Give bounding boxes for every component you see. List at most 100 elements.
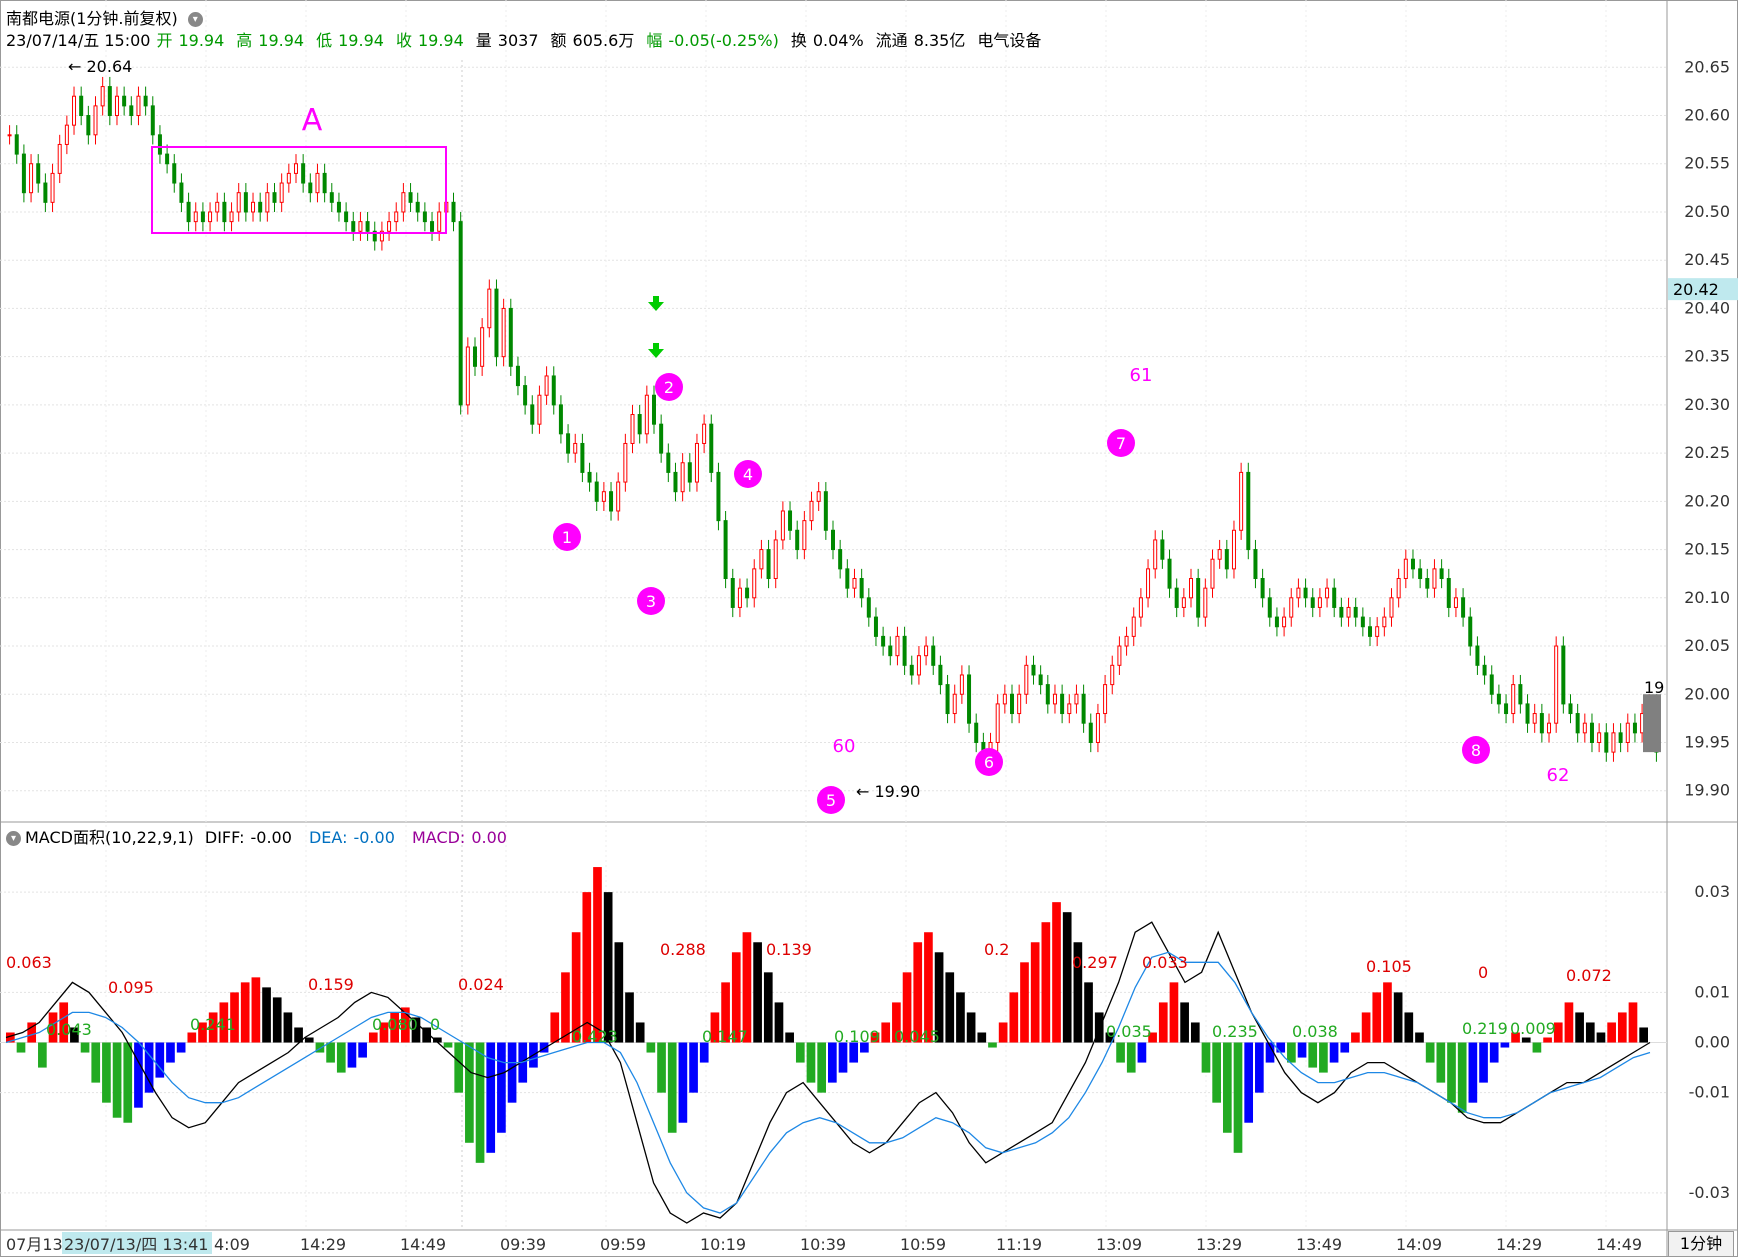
candle-body [1253, 549, 1258, 580]
candle-body [623, 442, 628, 483]
candle-body [537, 394, 542, 425]
candle-body [967, 674, 972, 724]
period-button[interactable]: 1分钟 [1668, 1231, 1734, 1257]
candle-body [186, 201, 191, 223]
candle-body [573, 442, 578, 454]
macd-histogram-bar [956, 992, 965, 1043]
candle-body [916, 655, 921, 676]
marker-circle-4 [734, 460, 762, 488]
candle-body [1052, 693, 1057, 705]
candle-body [666, 452, 671, 473]
macd-histogram-bar [1415, 1032, 1424, 1043]
candle-body [888, 645, 893, 657]
candle-body [1604, 732, 1609, 753]
candle-body [72, 95, 77, 126]
macd-histogram-bar [635, 1022, 645, 1043]
candle-body [1482, 664, 1487, 676]
macd-histogram-bar [144, 1042, 154, 1093]
candle-body [1060, 693, 1065, 715]
candle-body [193, 211, 198, 223]
macd-area-label: 0.109 [834, 1027, 880, 1046]
candle-body [644, 394, 649, 435]
macd-histogram-bar [1105, 1032, 1115, 1043]
candle-body [1332, 587, 1337, 608]
candle-body [1396, 578, 1401, 599]
macd-area-label: 0.288 [660, 940, 706, 959]
candle-body [1446, 578, 1451, 608]
macd-histogram-bar [1137, 1042, 1147, 1063]
chevron-down-icon[interactable]: ▾ [187, 12, 203, 27]
candle-body [515, 365, 520, 387]
time-tick-label: 13:29 [1196, 1235, 1242, 1254]
marker-number: 1 [562, 528, 572, 547]
candle-body [1618, 732, 1623, 743]
macd-histogram-bar [1190, 1022, 1200, 1043]
candle-body [351, 221, 356, 232]
macd-histogram-bar [475, 1042, 485, 1163]
macd-histogram-bar [1287, 1042, 1296, 1063]
time-tick-label: 09:59 [600, 1235, 646, 1254]
candle-body [1418, 568, 1423, 580]
candle-body [587, 471, 592, 483]
dea-value: -0.00 [353, 828, 395, 847]
candle-body [129, 105, 134, 117]
macd-histogram-bar [1585, 1022, 1595, 1043]
candle-body [1554, 645, 1559, 724]
chevron-down-icon[interactable]: ▾ [6, 831, 21, 846]
macd-area-label: 0 [1478, 963, 1488, 982]
macd-histogram-bar [1276, 1042, 1286, 1053]
candle-body [1138, 597, 1143, 618]
macd-histogram-bar [1052, 902, 1061, 1043]
macd-histogram-bar [817, 1042, 826, 1093]
green-down-arrow-icon [648, 343, 664, 358]
macd-histogram-bar [48, 1012, 58, 1043]
candle-body [1525, 703, 1530, 724]
candle-body [1274, 616, 1279, 628]
candle-body [788, 510, 793, 531]
candle-body [766, 549, 771, 580]
dea-line [5, 951, 1651, 1214]
low-value: 19.94 [338, 31, 384, 50]
candle-body [938, 664, 943, 686]
candle-body [1539, 713, 1544, 734]
amount-label: 额 [550, 31, 567, 50]
macd-histogram-bar [16, 1042, 26, 1053]
candle-body [301, 163, 306, 184]
macd-histogram-bar [689, 1042, 698, 1093]
candle-body [1375, 626, 1380, 637]
candle-body [873, 616, 878, 637]
candle-body [1296, 587, 1301, 599]
candle-body [1632, 722, 1637, 734]
candle-body [702, 423, 707, 444]
candle-body [308, 182, 313, 194]
macd-histogram-bar [1628, 1002, 1638, 1043]
candle-body [1461, 597, 1466, 618]
macd-area-label: 0.009 [1510, 1019, 1556, 1038]
candle-body [179, 182, 184, 203]
candle-body [408, 192, 413, 203]
price-tick-label: 20.55 [1684, 154, 1730, 173]
candle-body [465, 346, 470, 406]
candle-body [272, 192, 277, 203]
last-bar [1643, 694, 1661, 753]
candle-body [1575, 713, 1580, 734]
macd-area-label: 0.024 [458, 975, 504, 994]
candle-body [1325, 587, 1330, 599]
candle-body [1045, 684, 1050, 705]
candle-body [959, 674, 964, 695]
macd-histogram-bar [1062, 912, 1072, 1043]
candle-body [1124, 635, 1129, 647]
macd-histogram-bar [208, 1012, 218, 1043]
candle-body [745, 587, 750, 599]
candle-body [7, 134, 12, 137]
macd-histogram-bar [561, 972, 570, 1043]
macd-histogram-bar [1489, 1042, 1499, 1063]
price-tick-label: 20.50 [1684, 202, 1730, 221]
macd-histogram-bar [582, 892, 592, 1043]
candle-body [1260, 578, 1265, 599]
open-label: 开 [156, 31, 173, 50]
wave-annotation: 60 [833, 736, 856, 757]
macd-histogram-bar [443, 1042, 453, 1048]
macd-histogram-bar [465, 1042, 474, 1143]
